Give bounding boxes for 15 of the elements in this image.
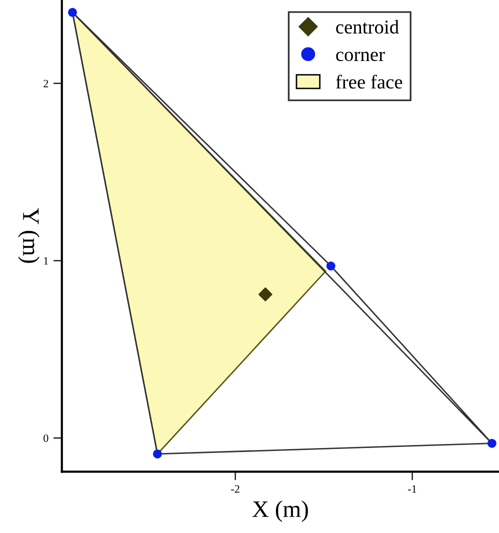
point <box>326 262 336 270</box>
point <box>152 449 162 458</box>
legend-label: free face <box>336 74 402 89</box>
legend-label: corner <box>336 52 385 62</box>
point <box>487 438 496 448</box>
legend-label: centroid <box>336 20 399 34</box>
x-tick-label: -2 <box>231 485 240 493</box>
point <box>258 287 272 302</box>
y-tick-label: 1 <box>44 257 48 265</box>
y-tick-label: 0 <box>44 434 48 442</box>
y-axis-title: Y (m) <box>18 208 40 263</box>
x-tick-label: -1 <box>408 485 416 493</box>
y-tick-label: 2 <box>44 80 48 88</box>
x-axis-title: X (m) <box>252 500 308 522</box>
point <box>68 8 77 17</box>
